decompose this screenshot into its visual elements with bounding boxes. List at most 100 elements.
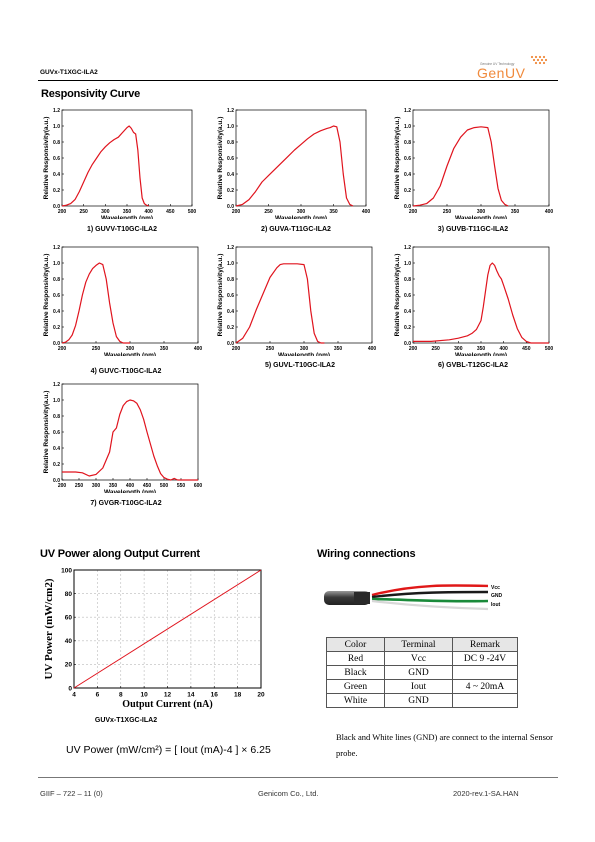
x-tick-label: 200 xyxy=(232,346,241,352)
x-tick-label: 500 xyxy=(160,483,169,489)
plot-frame xyxy=(412,109,550,207)
x-tick-label: 250 xyxy=(75,483,84,489)
plot-frame xyxy=(61,109,193,207)
table-cell-remark: 4 ~ 20mA xyxy=(452,679,518,694)
chart-gvbl: 200 250 300 350 400 450 500 0.0 0.2 0.4 0.6 0.8 1.0 1… xyxy=(394,245,553,356)
y-tick-label: 0.6 xyxy=(227,156,234,162)
chart-guvl: 200 250 300 350 400 0.0 0.2 0.4 0.6 0.8 1.0 1.2 Wave… xyxy=(217,245,376,356)
y-tick-label: 0.2 xyxy=(227,188,234,194)
x-tick-label: 400 xyxy=(126,483,135,489)
y-tick-label: 0.0 xyxy=(53,204,60,210)
table-row: Black GND xyxy=(326,665,518,680)
y-tick-label: 1.2 xyxy=(53,108,60,114)
table-header-cell: Remark xyxy=(452,637,518,652)
caption-guvv: 1) GUVV-T10GC-ILA2 xyxy=(86,226,157,233)
company-logo: Genuine UV Technology GenUV xyxy=(472,54,557,81)
x-tick-label: 6 xyxy=(96,692,100,699)
y-tick-label: 0.2 xyxy=(53,325,60,331)
logo-text: GenUV xyxy=(477,65,526,80)
y-tick-label: 0.4 xyxy=(404,172,411,178)
responsivity-title: Responsivity Curve xyxy=(41,88,141,100)
chart-guvc: 200 250 300 350 400 0.0 0.2 0.4 0.6 0.8 1.0 1.2 Wave… xyxy=(43,245,202,356)
cable-icon: Vcc GND Iout xyxy=(324,584,503,611)
x-tick-label: 350 xyxy=(123,209,132,215)
chart-guvb: 200 250 300 350 400 0.0 0.2 0.4 0.6 0.8 1.0 1.2 Wave… xyxy=(394,108,554,219)
x-tick-label: 350 xyxy=(109,483,118,489)
y-tick-label: 1.2 xyxy=(404,245,411,251)
x-tick-label: 400 xyxy=(368,346,376,352)
x-tick-label: 250 xyxy=(79,209,88,215)
x-tick-label: 350 xyxy=(511,209,520,215)
y-tick-label: 1.0 xyxy=(53,398,60,404)
x-tick-label: 250 xyxy=(431,346,440,352)
series-line xyxy=(235,263,325,344)
y-tick-label: 0.2 xyxy=(53,462,60,468)
y-tick-label: 0.4 xyxy=(404,309,411,315)
y-tick-label: 0.6 xyxy=(404,156,411,162)
y-tick-label: 0.0 xyxy=(227,204,234,210)
x-tick-label: 350 xyxy=(329,209,338,215)
y-tick-label: 20 xyxy=(65,662,73,669)
y-tick-label: 60 xyxy=(65,614,73,621)
table-cell-terminal: Vcc xyxy=(384,651,453,666)
x-tick-label: 200 xyxy=(232,209,241,215)
footer-revision: 2020-rev.1-SA.HAN xyxy=(453,789,519,798)
table-cell-terminal: Iout xyxy=(384,679,453,694)
caption-guvb: 3) GUVB-T11GC-ILA2 xyxy=(437,226,509,233)
x-tick-label: 8 xyxy=(119,692,123,699)
wire-label-vcc: Vcc xyxy=(491,585,500,591)
y-tick-label: 0.2 xyxy=(404,188,411,194)
x-axis-label: Wavelength (nm) xyxy=(101,215,153,219)
x-tick-label: 200 xyxy=(409,209,418,215)
uv-power-title: UV Power along Output Current xyxy=(40,548,200,560)
x-tick-label: 200 xyxy=(409,346,418,352)
x-tick-label: 350 xyxy=(477,346,486,352)
y-tick-label: 0.6 xyxy=(404,293,411,299)
x-tick-label: 550 xyxy=(177,483,186,489)
wiring-note: Black and White lines (GND) are connect … xyxy=(336,732,553,758)
y-tick-label: 0.4 xyxy=(53,309,60,315)
wiring-title: Wiring connections xyxy=(317,548,416,560)
y-axis-label: Relative Responsivity(a.u.) xyxy=(43,254,50,337)
y-tick-label: 1.2 xyxy=(227,245,234,251)
x-tick-label: 400 xyxy=(362,209,371,215)
y-tick-label: 0.8 xyxy=(53,140,60,146)
model-code: GUVx-T1XGC-ILA2 xyxy=(40,69,98,76)
x-tick-label: 350 xyxy=(160,346,169,352)
series-line xyxy=(62,399,198,481)
wire-label-gnd: GND xyxy=(491,593,503,599)
chart-uv-power: 4 6 8 10 12 14 16 18 20 0 20 40 60 80 100 Output Curren… xyxy=(43,567,265,710)
x-tick-label: 20 xyxy=(257,692,265,699)
plot-frame xyxy=(61,383,199,481)
x-axis-label: Wavelength (nm) xyxy=(455,215,507,219)
y-tick-label: 0.4 xyxy=(53,172,60,178)
x-tick-label: 300 xyxy=(92,483,101,489)
x-tick-label: 450 xyxy=(143,483,152,489)
x-tick-label: 300 xyxy=(454,346,463,352)
y-tick-label: 0.8 xyxy=(404,277,411,283)
y-tick-label: 0.0 xyxy=(404,204,411,210)
y-tick-label: 0.6 xyxy=(53,156,60,162)
table-header-row: Color Terminal Remark xyxy=(326,637,518,652)
y-axis-label: UV Power (mW/cm2) xyxy=(43,578,55,679)
x-tick-label: 16 xyxy=(211,692,219,699)
chart-guva: 200 250 300 350 400 0.0 0.2 0.4 0.6 0.8 1.0 1.2 Wave… xyxy=(217,108,371,219)
y-tick-label: 1.2 xyxy=(227,108,234,114)
series-line xyxy=(61,125,149,207)
x-tick-label: 400 xyxy=(499,346,508,352)
uv-power-formula: UV Power (mW/cm²) = [ Iout (mA)-4 ] × 6.… xyxy=(66,744,271,756)
table-cell-terminal: GND xyxy=(384,693,453,708)
genuv-logo-icon: Genuine UV Technology GenUV xyxy=(477,55,548,81)
x-tick-label: 400 xyxy=(144,209,153,215)
x-axis-label: Output Current (nA) xyxy=(122,699,212,710)
x-tick-label: 400 xyxy=(545,209,554,215)
table-header-cell: Color xyxy=(326,637,385,652)
table-cell-remark xyxy=(452,665,518,680)
table-cell-color: Red xyxy=(326,651,385,666)
y-tick-label: 100 xyxy=(61,567,72,574)
x-tick-label: 14 xyxy=(187,692,195,699)
plot-frame xyxy=(412,246,550,344)
caption-guvl: 5) GUVL-T10GC-ILA2 xyxy=(264,362,335,369)
series-line xyxy=(412,126,509,207)
y-tick-label: 0.4 xyxy=(53,446,60,452)
